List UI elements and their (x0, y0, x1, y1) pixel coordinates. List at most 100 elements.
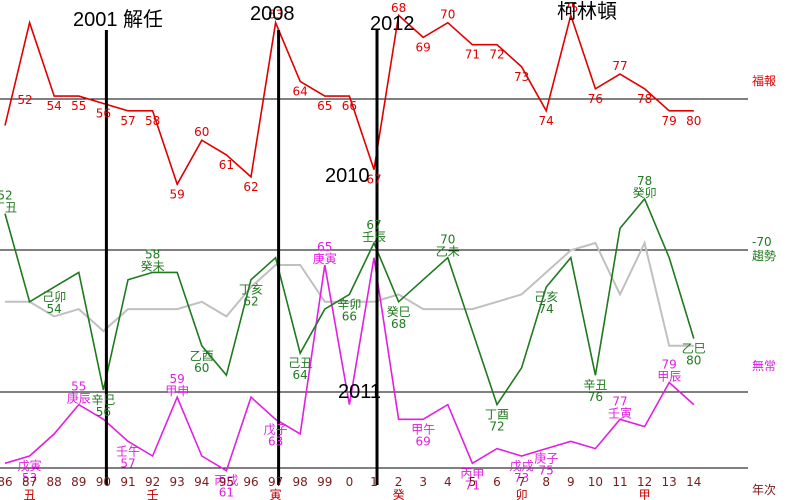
fubao-label-92: 58 (145, 114, 160, 128)
wuchang-name-7: 戊戌 (510, 459, 534, 473)
x-tick-7: 7 (518, 475, 526, 489)
x-tick-89: 89 (71, 475, 86, 489)
qushi-name-0: 辛卯 (337, 297, 361, 311)
x-branch-7: 卯 (516, 488, 528, 500)
x-tick-90: 90 (96, 475, 111, 489)
x-tick-0: 0 (346, 475, 354, 489)
x-tick-93: 93 (170, 475, 185, 489)
wuchang-num-11: 77 (612, 394, 627, 408)
fubao-label-9: 75 (563, 1, 578, 15)
series-line-fubao (4, 12, 694, 187)
x-branch-87: 丑 (24, 488, 36, 500)
fubao-label-14: 80 (686, 114, 701, 128)
fubao-label-99: 65 (317, 99, 332, 113)
fubao-label-89: 55 (71, 99, 86, 113)
x-tick-13: 13 (662, 475, 677, 489)
fubao-label-94: 60 (194, 125, 209, 139)
x-tick-5: 5 (469, 475, 477, 489)
wuchang-name-97: 戊子 (264, 422, 288, 436)
qushi-name-8: 己亥 (534, 290, 558, 304)
qushi-name-12: 癸卯 (633, 186, 657, 200)
qushi-num-1: 67 (366, 218, 381, 232)
qushi-name-2: 癸巳 (387, 305, 411, 319)
fubao-label-3: 69 (416, 40, 431, 54)
x-tick-87: 87 (22, 475, 37, 489)
x-tick-1: 1 (370, 475, 378, 489)
wuchang-name-95: 丙戌 (214, 474, 238, 488)
wuchang-num-3: 69 (416, 434, 431, 448)
qushi-name-94: 乙酉 (190, 349, 214, 363)
x-tick-8: 8 (542, 475, 550, 489)
qushi-name-6: 丁酉 (485, 408, 509, 422)
fubao-label-1: 67 (366, 173, 381, 187)
x-tick-4: 4 (444, 475, 452, 489)
reference-value-qushi: -70 (752, 235, 772, 249)
fubao-label-2: 68 (391, 1, 406, 15)
qushi-num-86: 52 (0, 189, 13, 203)
fubao-label-0: 66 (342, 99, 357, 113)
x-tick-88: 88 (47, 475, 62, 489)
fubao-label-91: 57 (120, 114, 135, 128)
x-axis: 86 87 88 89 90 91 92 93 94 95 96 97 98 99 0 1 2 3 4 5 6 7 8 9 10… (0, 475, 776, 500)
fubao-label-10: 76 (588, 92, 603, 106)
wuchang-num-95: 61 (219, 486, 234, 500)
x-branch-92: 壬 (147, 488, 159, 500)
wuchang-name-99: 庚寅 (313, 251, 337, 266)
qushi-name-92: 癸未 (141, 259, 165, 273)
x-branch-97: 寅 (270, 487, 282, 500)
qushi-name-90: 辛巳 (91, 393, 115, 407)
qushi-name-96: 丁亥 (239, 283, 263, 297)
fubao-label-90: 56 (96, 106, 111, 120)
wuchang-name-91: 壬午 (116, 444, 140, 458)
wuchang-name-89: 庚辰 (67, 391, 91, 406)
x-tick-10: 10 (588, 475, 603, 489)
x-tick-97: 97 (268, 475, 283, 489)
x-tick-99: 99 (317, 475, 332, 489)
annotation-3: 2010 (325, 165, 370, 187)
x-tick-9: 9 (567, 475, 575, 489)
wuchang-num-5: 71 (465, 478, 480, 492)
wuchang-name-5: 丙申 (460, 466, 484, 480)
qushi-num-90: 56 (96, 405, 111, 419)
qushi-num-88: 54 (47, 302, 62, 316)
annotation-2: 2012 (370, 13, 415, 35)
x-tick-94: 94 (194, 475, 209, 489)
qushi-name-4: 乙未 (436, 245, 460, 259)
reference-label-wuchang: 無常 (752, 358, 776, 373)
qushi-num-2: 68 (391, 317, 406, 331)
x-branch-12: 甲 (639, 488, 651, 500)
x-axis-label: 年次 (752, 483, 776, 497)
wuchang-name-11: 壬寅 (608, 405, 632, 420)
wuchang-name-8: 庚子 (534, 451, 558, 466)
qushi-num-94: 60 (194, 361, 209, 375)
fubao-label-95: 61 (219, 158, 234, 172)
x-tick-98: 98 (293, 475, 308, 489)
fubao-label-5: 71 (465, 48, 480, 62)
wuchang-num-99: 65 (317, 240, 332, 254)
x-tick-92: 92 (145, 475, 160, 489)
x-tick-96: 96 (243, 475, 258, 489)
wuchang-num-87: 53 (22, 471, 37, 485)
wuchang-num-8: 75 (539, 464, 554, 478)
wuchang-name-87: 戊寅 (18, 458, 42, 473)
wuchang-num-13: 79 (662, 358, 677, 372)
qushi-name-86: 丁丑 (0, 201, 17, 215)
fubao-label-4: 70 (440, 8, 455, 22)
annotation-5: 柯林頓 (557, 0, 617, 23)
qushi-num-4: 70 (440, 233, 455, 247)
fubao-label-93: 59 (170, 187, 185, 201)
qushi-num-12: 78 (637, 174, 652, 188)
fubao-label-97: 63 (268, 8, 283, 22)
x-tick-3: 3 (419, 475, 427, 489)
fubao-label-86: 52 (17, 93, 32, 107)
x-tick-12: 12 (637, 475, 652, 489)
series-line-wuchang (4, 257, 695, 472)
annotation-0: 2001 解任 (73, 8, 163, 31)
series-layer (4, 12, 695, 472)
wuchang-num-7: 73 (514, 471, 529, 485)
fubao-label-11: 77 (612, 59, 627, 73)
qushi-name-98: 己丑 (288, 356, 312, 370)
